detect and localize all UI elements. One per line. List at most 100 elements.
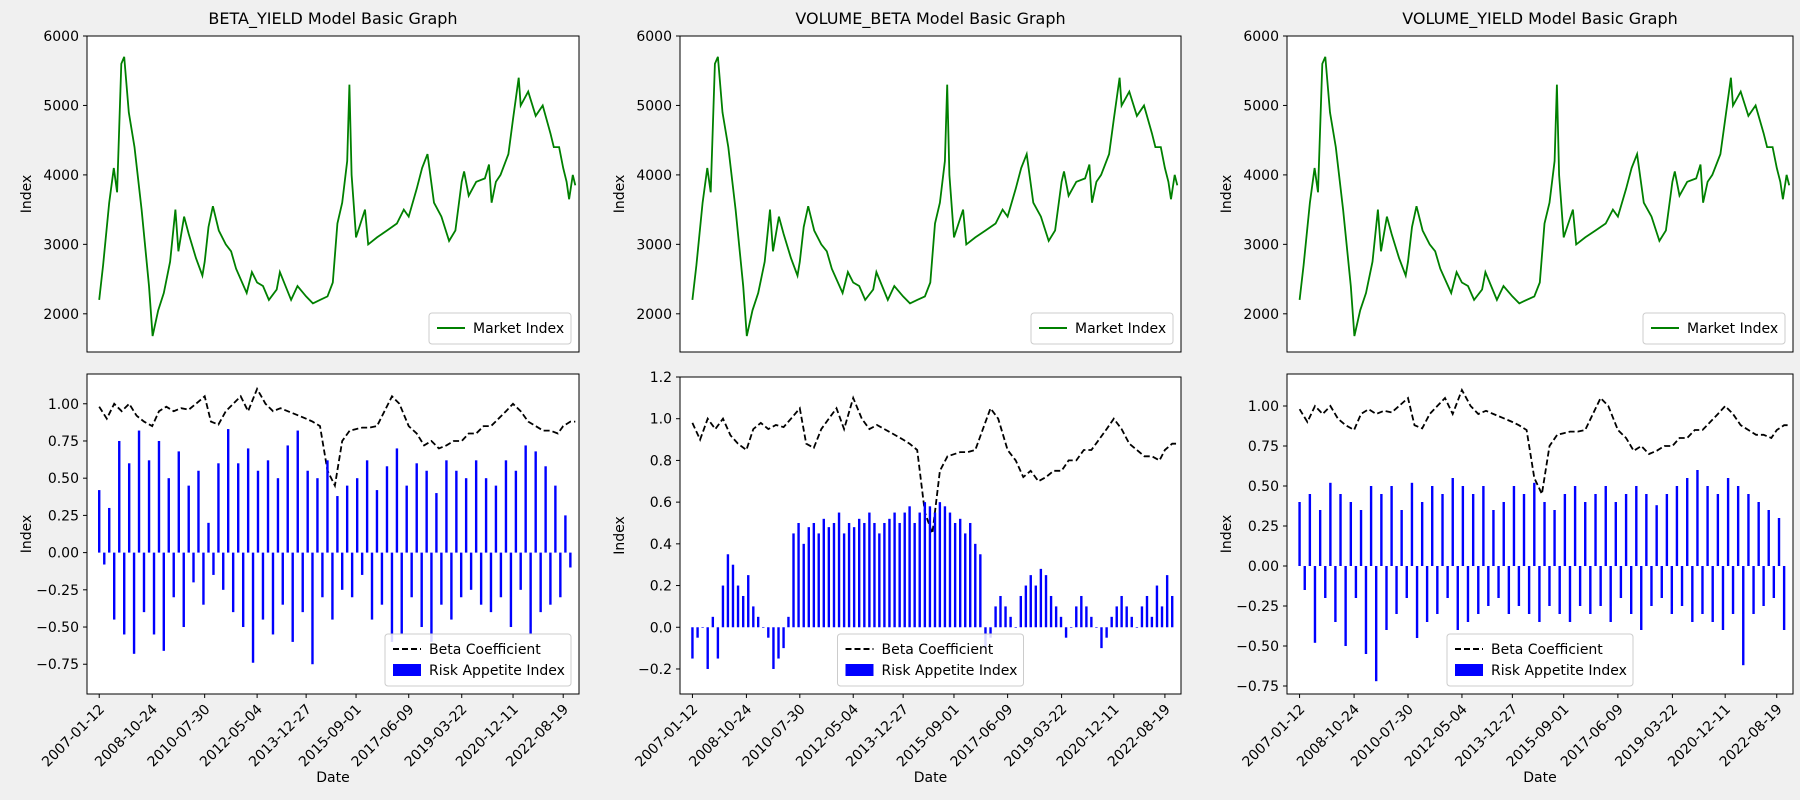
risk-appetite-bar (1385, 566, 1388, 630)
legend: Market Index (1030, 312, 1174, 345)
risk-appetite-bar (112, 552, 116, 620)
risk-appetite-bar (1573, 486, 1577, 566)
risk-appetite-bar (316, 478, 319, 553)
risk-appetite-bar (812, 522, 816, 628)
risk-appetite-bar (1140, 606, 1144, 628)
risk-appetite-bar (938, 502, 942, 628)
market-index-line (691, 56, 1179, 337)
risk-appetite-bar (933, 512, 937, 628)
risk-appetite-bar (1425, 566, 1429, 622)
risk-appetite-bar (1075, 606, 1078, 628)
risk-appetite-bar (306, 470, 309, 553)
risk-appetite-bar (827, 527, 831, 628)
x-axis-label: Date (1523, 770, 1556, 786)
risk-appetite-bar (1125, 606, 1128, 628)
risk-appetite-bar (534, 451, 537, 553)
risk-appetite-bar (276, 478, 280, 553)
legend-box (1642, 312, 1786, 345)
risk-appetite-bar (345, 485, 349, 553)
risk-appetite-bar (172, 552, 175, 598)
risk-appetite-bar (1635, 486, 1638, 566)
risk-appetite-bar (1171, 595, 1174, 628)
risk-appetite-bar (281, 552, 284, 605)
risk-appetite-bar (1446, 566, 1449, 598)
y-axis-label: Index (612, 175, 628, 214)
y-tick-label: 0.00 (48, 546, 79, 562)
y-tick-label: 0.50 (48, 471, 79, 487)
legend-label: Risk Appetite Index (1491, 663, 1627, 679)
y-tick-label: 2000 (1243, 307, 1279, 323)
y-tick-label: 6000 (43, 29, 79, 45)
risk-appetite-bar (943, 506, 947, 628)
risk-appetite-bar (1772, 566, 1776, 598)
y-tick-label: −0.2 (638, 662, 672, 678)
axes-frame (1286, 373, 1794, 695)
axes-frame (86, 35, 580, 353)
risk-appetite-bar (1145, 595, 1149, 628)
risk-appetite-bar (118, 440, 121, 553)
risk-appetite-bar (1726, 478, 1730, 566)
risk-appetite-bar (1706, 486, 1709, 566)
y-tick-label: −0.75 (36, 657, 79, 673)
risk-appetite-bar (375, 490, 379, 553)
risk-appetite-bar (726, 554, 730, 628)
risk-appetite-bar (569, 552, 572, 568)
risk-appetite-bar (1298, 502, 1301, 566)
risk-appetite-bar (1344, 566, 1347, 646)
axes-frame (679, 376, 1182, 695)
y-axis-label: Index (19, 515, 35, 554)
legend: Beta Coefficient Risk Appetite Index (837, 633, 1024, 687)
risk-appetite-bar (1339, 494, 1342, 566)
y-tick-label: −0.75 (1236, 679, 1279, 695)
risk-appetite-bar (494, 485, 498, 553)
beta-coefficient-line (1298, 387, 1790, 498)
risk-appetite-bar (127, 463, 131, 553)
risk-appetite-bar (425, 470, 428, 553)
y-tick-label: 3000 (1243, 237, 1279, 253)
risk-appetite-bar (564, 515, 567, 553)
risk-appetite-bar (1364, 566, 1368, 654)
chart-panel-3: 2000 3000 4000 5000 6000 Index VOLUME_YIELD Mo… (1219, 9, 1794, 353)
market-index-line (98, 56, 577, 337)
risk-appetite-bar (509, 552, 513, 628)
legend: Beta Coefficient Risk Appetite Index (1446, 633, 1634, 687)
risk-appetite-bar (736, 585, 740, 628)
risk-appetite-bar (459, 552, 463, 598)
chart-panel-6: −0.75 −0.50 −0.25 0.00 0.25 0.50 0.75 1.00 Index… (1219, 373, 1794, 786)
risk-appetite-bar (994, 606, 997, 628)
risk-appetite-bar (948, 512, 952, 628)
y-tick-label: 0.00 (1248, 559, 1279, 575)
risk-appetite-bar (1477, 566, 1480, 614)
y-tick-label: −0.50 (1236, 639, 1279, 655)
risk-appetite-bar (883, 522, 886, 628)
risk-appetite-bar (1757, 502, 1760, 566)
risk-appetite-bar (893, 512, 896, 628)
axes-frame (86, 373, 580, 695)
y-tick-label: 4000 (636, 168, 672, 184)
risk-appetite-bar (266, 460, 270, 553)
risk-appetite-bar (1110, 616, 1113, 628)
risk-appetite-bar (192, 552, 195, 583)
risk-appetite-bar (1670, 566, 1674, 614)
legend-label: Market Index (1687, 321, 1778, 337)
risk-appetite-bar (484, 478, 488, 553)
risk-appetite-bar (237, 463, 240, 553)
risk-appetite-bar (539, 552, 542, 613)
y-tick-label: 5000 (1243, 98, 1279, 114)
risk-appetite-bar (445, 460, 448, 553)
y-tick-label: 3000 (636, 237, 672, 253)
risk-appetite-bar (132, 552, 136, 654)
risk-appetite-bar (1115, 606, 1118, 628)
risk-appetite-bar (1502, 502, 1505, 566)
risk-appetite-bar (504, 460, 508, 553)
risk-appetite-bar (1120, 595, 1123, 628)
y-tick-label: 0.25 (1248, 519, 1279, 535)
risk-appetite-bar (435, 493, 438, 553)
risk-appetite-bar (752, 606, 755, 628)
risk-appetite-bar (741, 595, 745, 628)
risk-appetite-bar (1691, 566, 1694, 622)
risk-appetite-bar (1655, 505, 1658, 566)
risk-appetite-bar (365, 460, 369, 553)
risk-appetite-bar (1711, 566, 1714, 622)
risk-appetite-bar (1329, 482, 1332, 566)
